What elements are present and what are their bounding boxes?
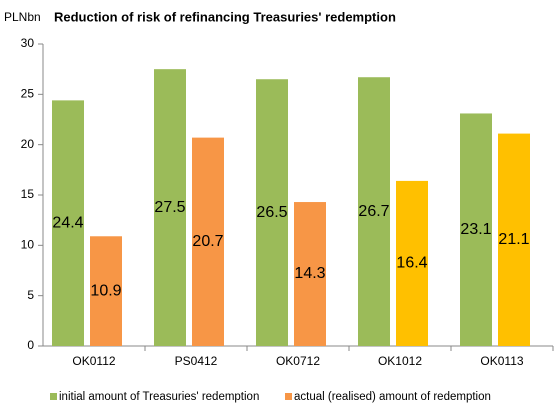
- bar: [154, 69, 186, 347]
- data-label: 14.3: [294, 265, 325, 282]
- bar: [294, 202, 326, 346]
- data-label: 10.9: [90, 282, 121, 299]
- data-label: 26.5: [256, 204, 287, 221]
- bar: [358, 77, 390, 346]
- data-label: 26.7: [358, 203, 389, 220]
- y-tick-label: 25: [21, 87, 35, 101]
- legend-label: initial amount of Treasuries' redemption: [59, 391, 259, 403]
- y-tick-label: 10: [21, 238, 35, 252]
- y-axis-label: PLNbn: [4, 10, 41, 24]
- data-label: 20.7: [192, 233, 223, 250]
- bar: [396, 180, 428, 346]
- y-tick-label: 0: [27, 338, 34, 352]
- x-tick-label: OK0113: [480, 354, 523, 368]
- bar: [460, 113, 492, 347]
- data-label: 24.4: [52, 214, 83, 231]
- data-label: 23.1: [460, 221, 491, 238]
- bar: [498, 133, 530, 346]
- legend-swatch: [50, 393, 57, 400]
- x-tick-label: OK1012: [378, 354, 422, 368]
- y-tick-label: 20: [21, 137, 35, 151]
- bar: [52, 100, 84, 346]
- chart-title: Reduction of risk of refinancing Treasur…: [54, 9, 396, 24]
- data-label: 27.5: [154, 199, 185, 216]
- y-tick-label: 30: [21, 36, 35, 50]
- x-tick-label: PS0412: [175, 354, 218, 368]
- bar: [256, 79, 288, 346]
- bar: [192, 137, 224, 346]
- x-tick-label: OK0712: [276, 354, 320, 368]
- legend-label: actual (realised) amount of redemption: [294, 391, 491, 403]
- y-tick-label: 15: [21, 187, 35, 201]
- data-label: 16.4: [396, 255, 427, 272]
- bar: [90, 236, 122, 346]
- legend-swatch: [285, 393, 292, 400]
- y-tick-label: 5: [27, 288, 34, 302]
- x-tick-label: OK0112: [72, 354, 115, 368]
- data-label: 21.1: [498, 231, 529, 248]
